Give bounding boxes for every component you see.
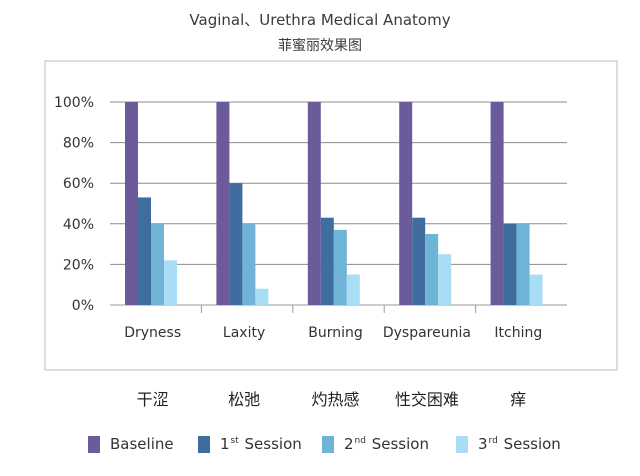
bar-dryness-4 — [164, 260, 177, 305]
bar-itching-3 — [516, 223, 530, 305]
x-tick-label: Dryness — [124, 325, 181, 341]
bar-dyspareunia-3 — [425, 233, 439, 305]
bar-laxity-2 — [229, 183, 243, 305]
bar-laxity-1 — [216, 102, 230, 305]
category-cn-label: 性交困难 — [394, 390, 459, 409]
y-tick-label: 60% — [63, 176, 94, 192]
y-axis-ticks: 0% 20% 40% 60% 80% 100% — [54, 95, 94, 314]
legend-label: 3rd Session — [478, 435, 561, 453]
x-tick-label: Laxity — [223, 325, 265, 341]
chart-title: Vaginal、Urethra Medical Anatomy — [189, 11, 451, 29]
y-tick-label: 20% — [63, 257, 94, 273]
x-axis-labels: Dryness Laxity Burning Dyspareunia Itching — [124, 325, 542, 341]
legend-swatch — [198, 436, 210, 453]
bar-dryness-3 — [151, 223, 164, 305]
legend-swatch — [88, 436, 100, 453]
y-tick-label: 80% — [63, 136, 94, 152]
legend-label: 2nd Session — [344, 435, 429, 453]
bar-chart: 0%20%40%60%80%100% Dryness Laxity Burning D… — [44, 60, 618, 371]
bar-burning-4 — [346, 274, 360, 305]
bar-burning-3 — [333, 229, 347, 305]
bar-itching-1 — [490, 102, 504, 305]
legend-label: 1st Session — [220, 435, 302, 453]
bar-itching-4 — [529, 274, 543, 305]
bar-laxity-3 — [242, 223, 256, 305]
y-tick-label: 40% — [63, 217, 94, 233]
bar-laxity-4 — [255, 288, 269, 305]
bar-dyspareunia-2 — [412, 217, 426, 305]
x-tick-label: Dyspareunia — [383, 325, 471, 341]
category-cn-label: 痒 — [510, 390, 527, 409]
chart-subtitle: 菲蜜丽效果图 — [278, 38, 362, 54]
legend-swatch — [456, 436, 468, 453]
bar-burning-2 — [320, 217, 334, 305]
x-tick-label: Itching — [494, 325, 542, 341]
x-tick-label: Burning — [308, 325, 363, 341]
legend-item: Baseline — [88, 429, 174, 453]
category-cn-label: 干涩 — [136, 390, 169, 409]
bar-itching-2 — [503, 223, 517, 305]
legend-label: Baseline — [110, 435, 174, 453]
legend-item: 1st Session — [198, 429, 302, 453]
legend-swatch — [322, 436, 334, 453]
category-cn-label: 松弛 — [228, 390, 261, 409]
y-tick-label: 100% — [54, 95, 94, 111]
category-cn-label: 灼热感 — [311, 390, 360, 409]
legend-item: 2nd Session — [322, 429, 429, 453]
bars — [125, 102, 543, 305]
bar-dryness-1 — [125, 102, 138, 305]
bar-dyspareunia-4 — [438, 254, 452, 305]
bar-dyspareunia-1 — [399, 102, 413, 305]
y-tick-label: 0% — [72, 298, 94, 314]
bar-burning-1 — [307, 102, 321, 305]
legend: Baseline 1st Session 2nd Session 3rd Sessio… — [0, 426, 640, 466]
legend-item: 3rd Session — [456, 429, 561, 453]
bar-dryness-2 — [138, 197, 151, 305]
